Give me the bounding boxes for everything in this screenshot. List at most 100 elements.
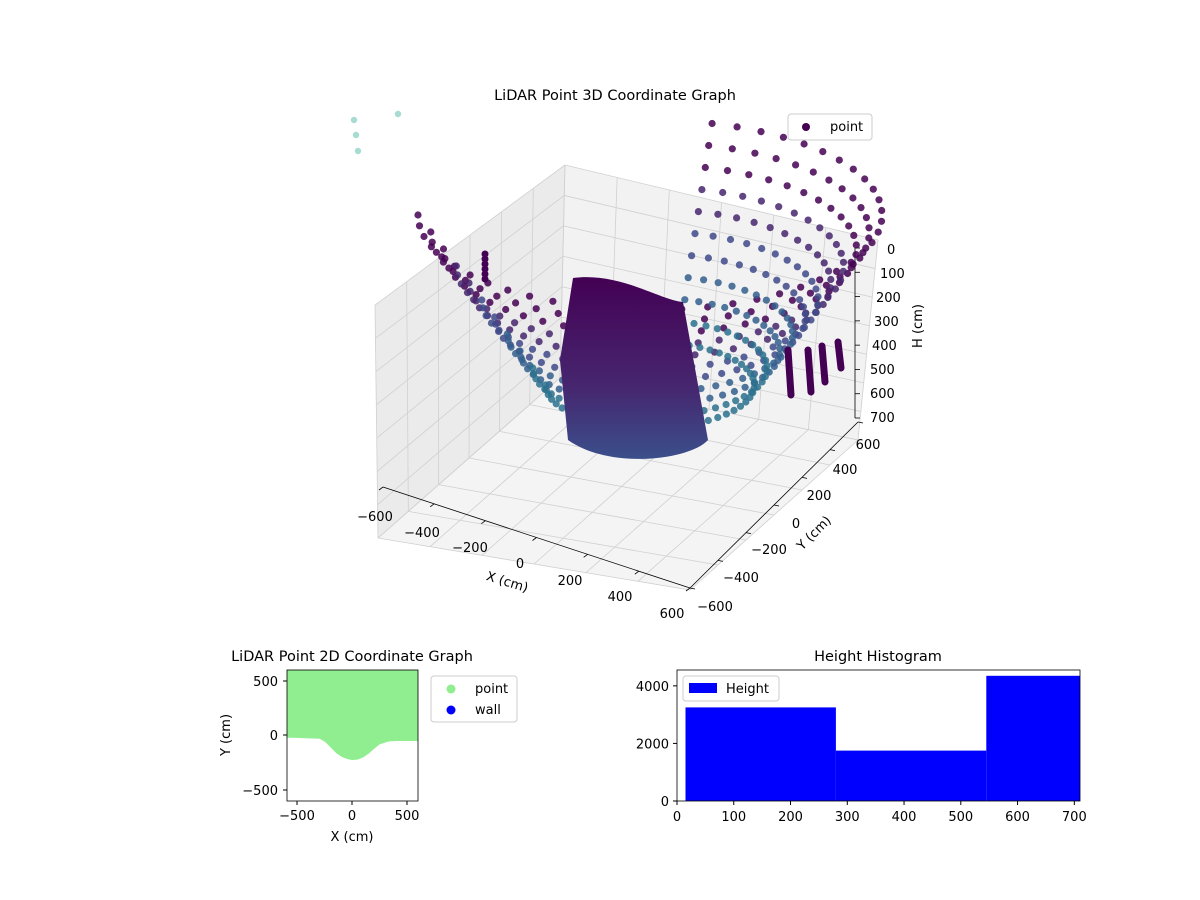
scatter-point [766, 224, 774, 232]
scatter-point [718, 369, 726, 378]
legend-label-point: point [830, 120, 863, 135]
scatter-point [754, 328, 762, 336]
outlier-point [350, 116, 358, 124]
scatter-point [787, 321, 795, 329]
scatter-point [517, 353, 525, 361]
scatter-point [757, 128, 765, 136]
scatter-point [701, 372, 710, 381]
scatter-point [743, 240, 751, 248]
scatter-point [742, 398, 750, 406]
x-tick-label: −200 [452, 541, 488, 556]
scatter-point [481, 250, 489, 258]
y-tick-label: 2000 [636, 737, 669, 752]
scatter-point [706, 360, 714, 368]
scatter-point [510, 319, 519, 327]
scatter-point [702, 322, 710, 330]
scatter-point [805, 243, 813, 251]
scatter-point [773, 276, 781, 284]
plot2d-legend: point wall [430, 675, 518, 723]
scatter-point [769, 343, 777, 351]
scatter-point [778, 329, 787, 338]
z-tick-label: 400 [872, 339, 897, 354]
scatter-point [723, 167, 732, 175]
scatter-point [720, 257, 728, 265]
scatter-point [704, 254, 713, 262]
scatter-point [719, 188, 727, 197]
scatter-point [750, 218, 758, 226]
scatter-point [814, 293, 822, 301]
scatter-point [724, 328, 732, 336]
legend-box [787, 113, 873, 141]
scatter-point [811, 308, 820, 316]
scatter-point [715, 349, 723, 357]
scatter-point [697, 385, 705, 393]
scatter-point [453, 271, 462, 279]
x-tick-label: 200 [778, 810, 803, 825]
scatter-point [741, 320, 749, 328]
scatter-point [493, 292, 501, 300]
scatter-point [862, 214, 871, 222]
scatter-point [763, 335, 772, 343]
scatter-point [526, 292, 534, 300]
scatter-point [535, 338, 543, 346]
x-tick-label: 600 [660, 607, 685, 622]
y-tick-label: 200 [807, 489, 832, 504]
scatter-point [554, 309, 562, 318]
scatter-point [839, 267, 847, 275]
scatter-point [850, 231, 858, 239]
scatter-point [849, 260, 857, 268]
x-tick-label: 0 [348, 809, 356, 824]
scatter-point [704, 416, 712, 425]
scatter-point [763, 367, 771, 375]
scatter-point [790, 209, 798, 217]
scatter-point [861, 175, 869, 183]
x-tick [378, 486, 384, 491]
scatter-point [776, 344, 784, 353]
scatter-point [762, 356, 770, 364]
scatter-point [706, 346, 714, 354]
scatter-point [869, 185, 877, 193]
scatter-point [700, 315, 709, 323]
scatter-point [779, 133, 788, 141]
scatter-point [730, 387, 739, 396]
scatter-point [466, 271, 474, 279]
scatter-point [774, 357, 782, 365]
scatter-point [760, 321, 768, 329]
scatter-point [814, 196, 823, 204]
scatter-point [801, 310, 809, 318]
outlier-point [352, 131, 360, 139]
outlier-point [394, 110, 402, 118]
scatter-point [776, 290, 784, 298]
scatter-point [457, 280, 465, 288]
scatter-point [878, 206, 886, 215]
scatter-point [792, 161, 800, 169]
scatter-point [420, 232, 428, 241]
scatter-point [736, 402, 745, 410]
scatter-point [827, 284, 835, 292]
x-tick-label: 700 [1062, 810, 1087, 825]
grid-line [374, 304, 379, 539]
scatter-point [715, 336, 723, 344]
legend-label-point: point [475, 682, 508, 697]
x-tick-label: 300 [835, 810, 860, 825]
scatter-point [516, 347, 524, 355]
scatter-point [765, 176, 773, 184]
scatter-point [546, 372, 554, 380]
scatter-point [714, 413, 722, 422]
x-tick-label: 600 [1005, 810, 1030, 825]
scatter-point [558, 404, 566, 412]
y-tick-label: −200 [751, 543, 787, 558]
y-tick-label: −400 [723, 571, 759, 586]
scatter-point [806, 289, 815, 297]
scatter-point [741, 383, 749, 391]
scatter-point [762, 270, 770, 279]
x-axis-label: X (cm) [331, 830, 374, 845]
y-axis-label: Y (cm) [219, 714, 234, 757]
y-tick [801, 476, 808, 479]
y-tick-label: 0 [270, 729, 278, 744]
scatter-point [733, 366, 741, 374]
scatter-point [732, 397, 740, 405]
histogram: Height Histogram 0 100 200 300 400 500 600 7000… [636, 649, 1087, 825]
scatter-point [696, 343, 704, 352]
